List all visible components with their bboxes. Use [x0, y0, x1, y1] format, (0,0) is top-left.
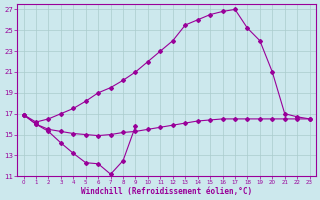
- X-axis label: Windchill (Refroidissement éolien,°C): Windchill (Refroidissement éolien,°C): [81, 187, 252, 196]
